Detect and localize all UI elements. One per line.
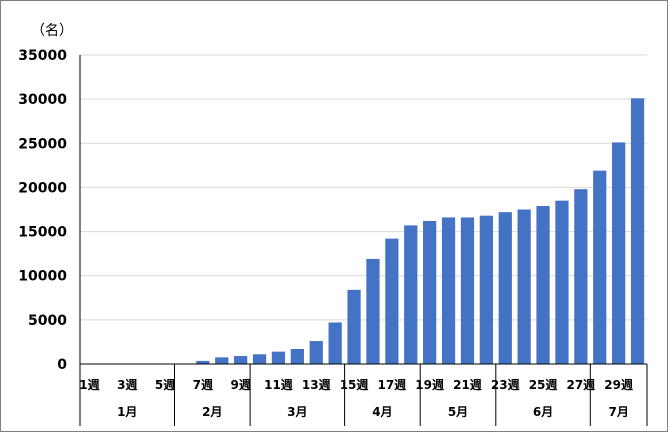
- bar: [385, 238, 399, 364]
- bar: [612, 142, 626, 364]
- x-tick-label: 27週: [566, 377, 595, 392]
- y-axis: 0 5000 10000 15000 20000 25000 30000 35000: [18, 48, 81, 404]
- y-tick-label: 0: [57, 357, 67, 373]
- x-tick-label: 15週: [340, 377, 369, 392]
- bar: [404, 225, 418, 364]
- x-tick-label: 19週: [415, 377, 444, 392]
- x-tick-label: 17週: [377, 377, 406, 392]
- bar: [536, 205, 550, 364]
- bar: [234, 356, 248, 364]
- month-label: 5月: [448, 405, 468, 419]
- bar: [517, 209, 531, 364]
- bar: [574, 189, 588, 364]
- y-tick-label: 35000: [18, 48, 67, 64]
- bar: [290, 348, 304, 364]
- bar: [441, 217, 456, 364]
- x-tick-label: 7週: [193, 377, 213, 392]
- month-label: 6月: [533, 405, 553, 419]
- x-axis: 1週 3週 5週 7週 9週 11週 13週 15週 17週 19週 21週 23週 25週 27週 29週…: [79, 363, 648, 426]
- x-tick-label: 13週: [302, 377, 331, 392]
- bar: [555, 200, 569, 364]
- month-label: 3月: [287, 405, 307, 419]
- bar: [423, 220, 437, 364]
- x-tick-label: 11週: [264, 377, 293, 392]
- month-label: 1月: [117, 405, 137, 419]
- bar: [215, 357, 229, 364]
- bar: [593, 170, 607, 364]
- y-tick-label: 20000: [18, 180, 67, 196]
- y-tick-label: 25000: [18, 136, 67, 152]
- y-tick-label: 15000: [18, 225, 67, 241]
- y-tick-label: 5000: [28, 313, 67, 329]
- bar: [309, 341, 323, 364]
- bar: [630, 98, 645, 364]
- bar: [328, 322, 342, 364]
- bar: [196, 360, 210, 364]
- month-label: 7月: [608, 405, 628, 419]
- x-tick-label: 5週: [155, 377, 175, 392]
- x-tick-label: 9週: [230, 377, 250, 392]
- month-label: 4月: [372, 405, 392, 419]
- bar: [498, 212, 512, 364]
- bars: [196, 98, 645, 364]
- bar: [252, 354, 267, 364]
- y-tick-label: 30000: [18, 92, 67, 108]
- x-tick-label: 25週: [529, 377, 558, 392]
- bar: [347, 289, 361, 364]
- y-tick-label: 10000: [18, 269, 67, 285]
- x-tick-label: 29週: [604, 377, 633, 392]
- x-tick-label: 23週: [491, 377, 520, 392]
- y-axis-unit-label: （名）: [31, 23, 73, 39]
- bar: [460, 217, 475, 364]
- x-tick-label: 21週: [453, 377, 482, 392]
- bar: [271, 351, 286, 364]
- bar: [366, 258, 380, 364]
- x-tick-label: 1週: [79, 377, 99, 392]
- month-label: 2月: [202, 405, 222, 419]
- gridlines: [80, 54, 647, 321]
- x-tick-label: 3週: [117, 377, 137, 392]
- bar: [479, 215, 493, 364]
